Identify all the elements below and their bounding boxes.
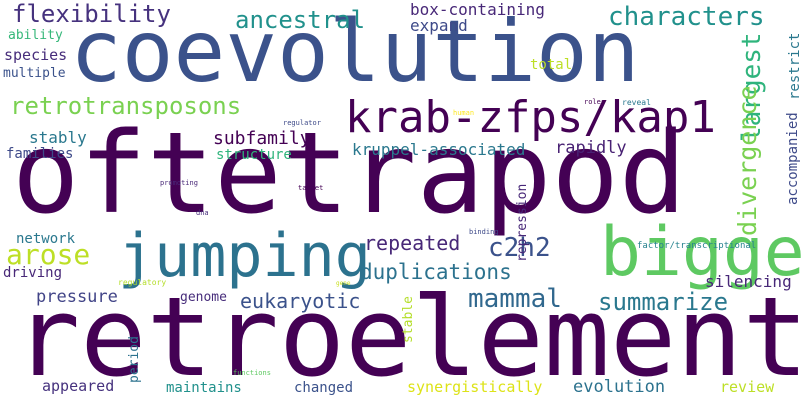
- word-factor-transcriptional: factor/transcriptional: [637, 241, 757, 251]
- word-maintains: maintains: [166, 380, 242, 396]
- word-stably: stably: [29, 128, 87, 147]
- word-synergistically: synergistically: [407, 378, 543, 396]
- word-multiple: multiple: [3, 66, 66, 81]
- word-reveal: reveal: [622, 98, 651, 107]
- word-expand: expand: [410, 16, 468, 35]
- word-functions: functions: [233, 369, 271, 377]
- word-characters: characters: [608, 2, 765, 32]
- word-period: period: [127, 336, 142, 383]
- word-subfamily: subfamily: [213, 128, 311, 149]
- word-eukaryotic: eukaryotic: [240, 289, 361, 313]
- word-mammal: mammal: [468, 284, 562, 314]
- word-silencing: silencing: [705, 272, 792, 291]
- word-driving: driving: [3, 265, 63, 281]
- word-biggest: biggest: [600, 213, 808, 292]
- word-dna: dna: [196, 209, 209, 217]
- word-appeared: appeared: [42, 377, 115, 395]
- word-families: families: [6, 146, 74, 162]
- word-arose: arose: [6, 238, 91, 271]
- word-restrict: restrict: [787, 32, 803, 100]
- word-target: target: [298, 184, 324, 192]
- word-total: total: [530, 57, 573, 73]
- word-species: species: [4, 46, 68, 64]
- word-network: network: [16, 231, 76, 247]
- word-structure: structure: [216, 147, 292, 163]
- word-flexibility: flexibility: [12, 0, 171, 28]
- word-regulatory: regulatory: [118, 278, 167, 287]
- word-c2h2: c2h2: [488, 233, 551, 263]
- word-retrotransposons: retrotransposons: [10, 92, 242, 120]
- word-ancestral: ancestral: [235, 6, 366, 34]
- word-rapidly: rapidly: [555, 138, 627, 158]
- word-ability: ability: [8, 28, 63, 43]
- word-summarize: summarize: [598, 288, 729, 316]
- word-binding: binding: [469, 228, 499, 236]
- word-review: review: [720, 378, 775, 396]
- word-regulator: regulator: [283, 119, 321, 127]
- word-evolution: evolution: [573, 377, 666, 397]
- word-divergence: divergence: [733, 85, 762, 236]
- word-repression: repression: [515, 183, 530, 262]
- word-repeated: repeated: [364, 231, 461, 255]
- word-pressure: pressure: [36, 287, 118, 307]
- word-oftetrapod: oftetrapod: [12, 109, 687, 239]
- word-human: human: [453, 109, 475, 117]
- word-changed: changed: [294, 380, 354, 396]
- word-duplications: duplications: [360, 260, 512, 284]
- word-retroelement: retroelement: [14, 273, 808, 401]
- word-roles: roles: [584, 98, 606, 106]
- word-gene: gene: [336, 280, 351, 287]
- word-kruppel-associated: kruppel-associated: [352, 140, 526, 159]
- word-coevolution: coevolution: [70, 2, 640, 102]
- word-box-containing: box-containing: [410, 0, 545, 19]
- word-jumping: jumping: [118, 221, 371, 291]
- word-krab-zfps-kap1: krab-zfps/kap1: [345, 92, 716, 143]
- word-accompanied: accompanied: [785, 112, 801, 205]
- word-promoting: promoting: [160, 179, 198, 187]
- word-stable: stable: [401, 296, 416, 343]
- word-genome: genome: [180, 290, 227, 305]
